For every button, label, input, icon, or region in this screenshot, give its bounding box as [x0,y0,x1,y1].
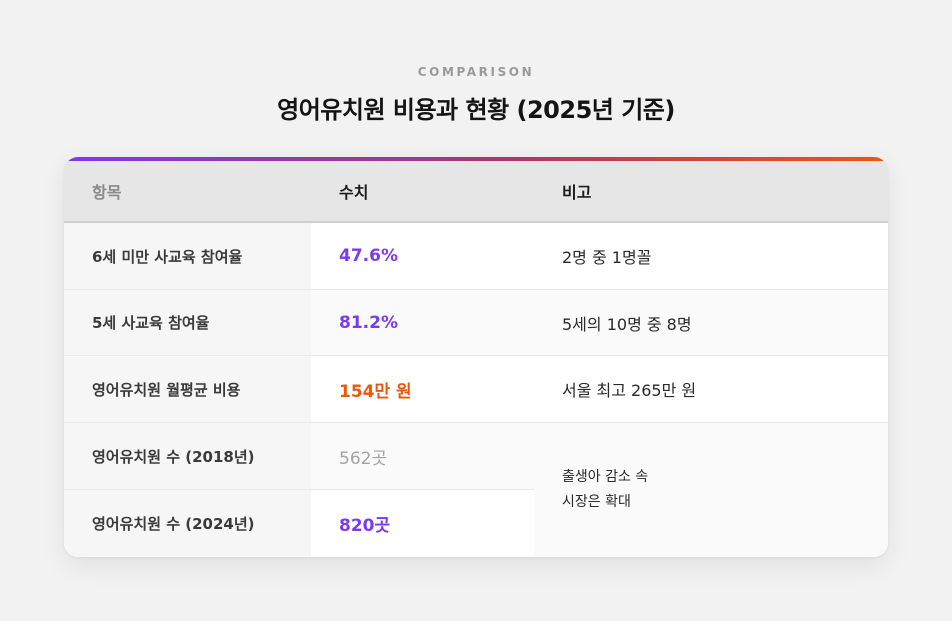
row-value: 562곳 [339,448,388,469]
merged-note-cell: 출생아 감소 속 시장은 확대 [534,423,888,557]
eyebrow-label: COMPARISON [417,65,535,79]
row-value: 47.6% [339,246,398,266]
merged-note-line: 출생아 감소 속 [562,469,649,485]
merged-note-line: 시장은 확대 [562,494,631,510]
table-row: 5세 사교육 참여율 81.2% 5세의 10명 중 8명 [64,290,888,356]
row-label: 6세 미만 사교육 참여율 [92,247,243,266]
table-row: 6세 미만 사교육 참여율 47.6% 2명 중 1명꼴 [64,223,888,290]
row-value: 81.2% [339,312,398,333]
header-value: 수치 [339,183,369,202]
row-label: 영어유치원 수 (2018년) [92,447,255,466]
row-label: 5세 사교육 참여율 [92,314,210,332]
comparison-table-card: 항목 수치 비고 6세 미만 사교육 참여율 47.6% 2명 중 1명꼴 5세… [64,157,888,557]
header-item: 항목 [92,183,122,202]
row-label: 영어유치원 월평균 비용 [92,380,241,399]
row-note: 서울 최고 265만 원 [562,381,697,400]
row-note: 5세의 10명 중 8명 [562,314,692,334]
row-value: 820곳 [339,516,391,536]
row-value: 154만 원 [339,381,412,402]
row-label: 영어유치원 수 (2024년) [92,515,255,533]
gradient-accent-bar [64,157,888,161]
page-title: 영어유치원 비용과 현황 (2025년 기준) [277,96,675,124]
row-note: 2명 중 1명꼴 [562,248,652,267]
table-row: 영어유치원 월평균 비용 154만 원 서울 최고 265만 원 [64,356,888,423]
header-note: 비고 [562,183,592,202]
table-header-row: 항목 수치 비고 [64,161,888,223]
